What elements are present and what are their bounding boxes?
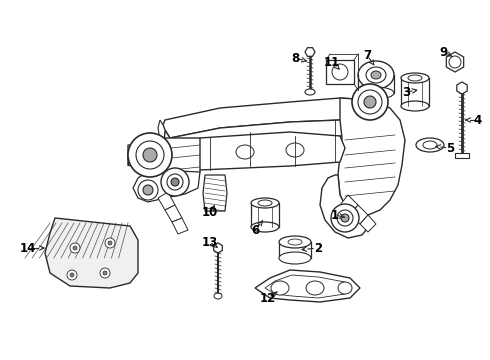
Polygon shape [457, 82, 467, 94]
Ellipse shape [279, 236, 311, 248]
Text: 2: 2 [314, 242, 322, 255]
Ellipse shape [358, 61, 394, 89]
Ellipse shape [167, 174, 183, 190]
Ellipse shape [423, 141, 437, 149]
Text: 8: 8 [291, 51, 299, 64]
Ellipse shape [449, 56, 461, 68]
Ellipse shape [331, 204, 359, 232]
Polygon shape [163, 98, 380, 138]
Text: 14: 14 [20, 242, 36, 255]
Text: 12: 12 [260, 292, 276, 305]
Polygon shape [158, 192, 175, 210]
Ellipse shape [136, 141, 164, 169]
Ellipse shape [108, 241, 112, 245]
Ellipse shape [358, 87, 394, 99]
Polygon shape [195, 132, 345, 170]
Ellipse shape [305, 89, 315, 95]
Polygon shape [265, 275, 352, 298]
Polygon shape [360, 215, 376, 232]
Text: 10: 10 [202, 206, 218, 219]
Polygon shape [203, 175, 227, 211]
Ellipse shape [100, 268, 110, 278]
Text: 7: 7 [363, 49, 371, 62]
Ellipse shape [352, 84, 388, 120]
Bar [326, 60, 354, 84]
Text: 9: 9 [440, 45, 448, 59]
Text: 4: 4 [474, 113, 482, 126]
Text: 5: 5 [446, 141, 454, 154]
Ellipse shape [279, 252, 311, 264]
Ellipse shape [70, 243, 80, 253]
Ellipse shape [128, 133, 172, 177]
Ellipse shape [401, 101, 429, 111]
Polygon shape [214, 243, 222, 253]
Polygon shape [165, 205, 182, 222]
Ellipse shape [105, 238, 115, 248]
Polygon shape [45, 218, 138, 288]
Ellipse shape [416, 138, 444, 152]
Ellipse shape [338, 282, 352, 294]
Text: 6: 6 [251, 224, 259, 237]
Ellipse shape [103, 271, 107, 275]
Polygon shape [338, 98, 405, 215]
Polygon shape [340, 195, 358, 215]
Ellipse shape [70, 273, 74, 277]
Ellipse shape [236, 145, 254, 159]
Polygon shape [446, 52, 464, 72]
Ellipse shape [341, 214, 349, 222]
Ellipse shape [143, 148, 157, 162]
Ellipse shape [171, 178, 179, 186]
Ellipse shape [401, 73, 429, 83]
Polygon shape [150, 138, 200, 192]
Bar [455, 153, 469, 158]
Ellipse shape [288, 239, 302, 245]
Text: 11: 11 [324, 55, 340, 68]
Polygon shape [350, 205, 368, 224]
Ellipse shape [364, 96, 376, 108]
Ellipse shape [251, 222, 279, 232]
Ellipse shape [138, 180, 158, 200]
Ellipse shape [371, 71, 381, 79]
Ellipse shape [214, 293, 222, 299]
Ellipse shape [67, 270, 77, 280]
Ellipse shape [332, 64, 348, 80]
Polygon shape [320, 175, 370, 238]
Ellipse shape [337, 210, 353, 226]
Ellipse shape [161, 168, 189, 196]
Polygon shape [164, 118, 375, 154]
Ellipse shape [143, 185, 153, 195]
Ellipse shape [358, 90, 382, 114]
Ellipse shape [366, 67, 386, 83]
Ellipse shape [251, 198, 279, 208]
Ellipse shape [286, 143, 304, 157]
Polygon shape [133, 170, 200, 202]
Ellipse shape [258, 200, 272, 206]
Polygon shape [305, 48, 315, 56]
Polygon shape [172, 218, 188, 234]
Text: 3: 3 [402, 86, 410, 99]
Text: 13: 13 [202, 235, 218, 248]
Ellipse shape [306, 281, 324, 295]
Polygon shape [255, 270, 360, 302]
Ellipse shape [271, 281, 289, 295]
Polygon shape [158, 120, 165, 142]
Ellipse shape [408, 75, 422, 81]
Ellipse shape [73, 246, 77, 250]
Polygon shape [128, 145, 175, 170]
Text: 1: 1 [331, 208, 339, 221]
